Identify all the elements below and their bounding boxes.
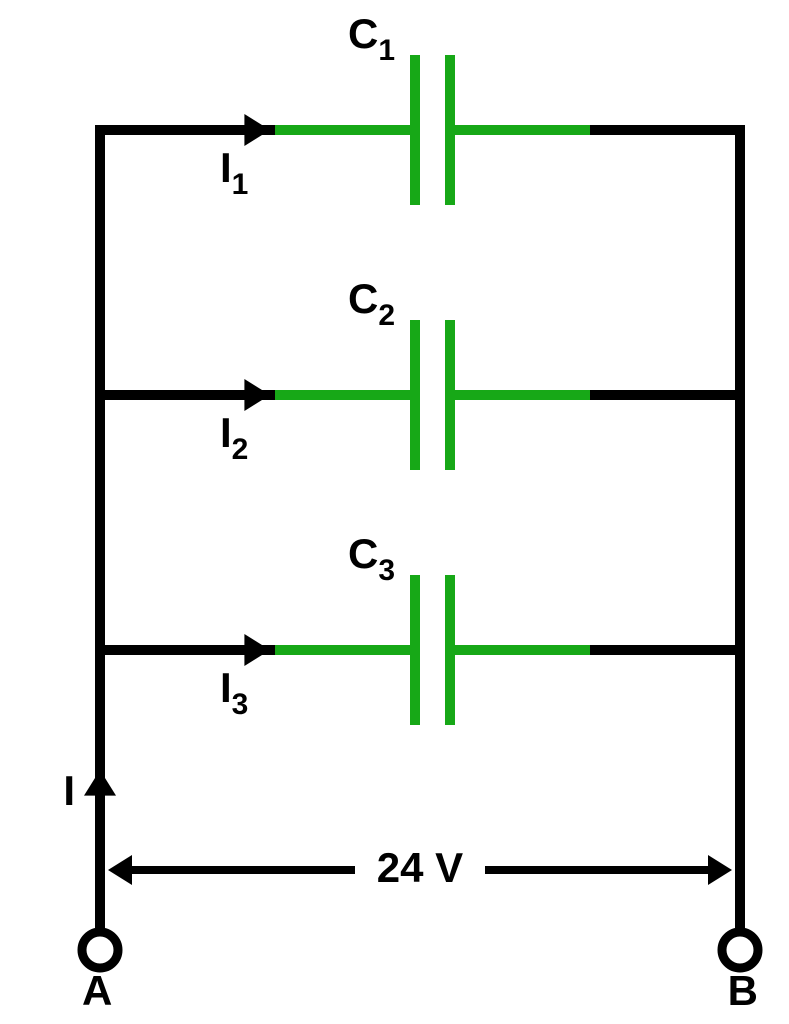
terminal-b — [722, 932, 758, 968]
capacitor-label-1: C1 — [348, 10, 395, 67]
capacitor-label-3: C3 — [348, 530, 395, 587]
branch-current-label-3: I3 — [220, 664, 248, 721]
terminal-a — [82, 932, 118, 968]
circuit-diagram: I C1 I1 C2 I2 C3 I3 24 V A B — [0, 0, 789, 1024]
main-current-label: I — [63, 767, 75, 814]
terminal-label-b: B — [728, 967, 758, 1014]
branch-current-label-2: I2 — [220, 409, 248, 466]
voltage-label: 24 V — [377, 844, 463, 891]
terminal-label-a: A — [82, 967, 112, 1014]
capacitor-label-2: C2 — [348, 275, 395, 332]
branch-current-label-1: I1 — [220, 144, 248, 201]
